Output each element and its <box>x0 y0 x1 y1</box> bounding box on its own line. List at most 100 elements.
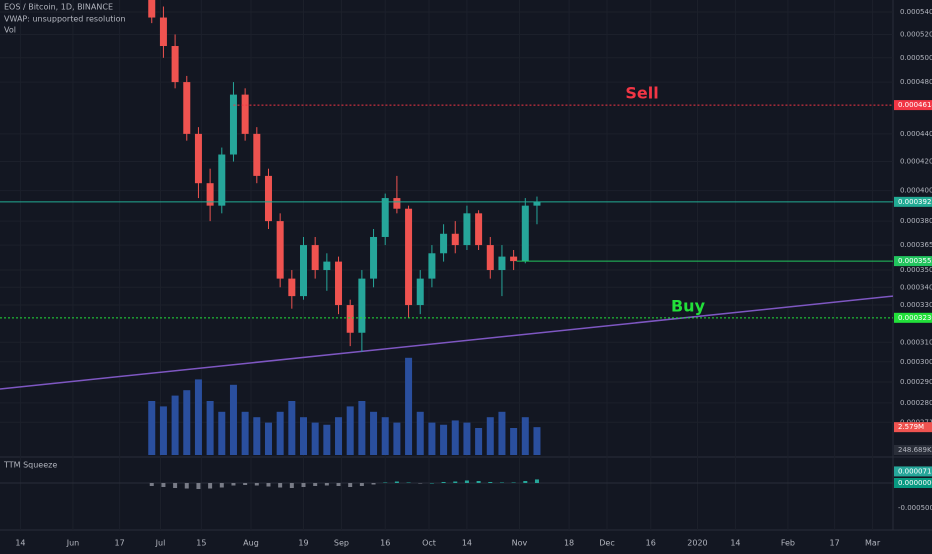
volume-bar <box>148 401 156 455</box>
candle-body <box>300 245 308 297</box>
squeeze-bar <box>243 483 248 485</box>
squeeze-bar <box>464 480 469 483</box>
price-tag <box>894 256 932 267</box>
squeeze-bar <box>429 483 434 484</box>
candle-body <box>521 205 529 262</box>
volume-tag <box>894 445 932 455</box>
volume-bar <box>276 411 284 455</box>
candle-body <box>264 175 272 222</box>
x-tick-label: Jul <box>155 539 166 548</box>
volume-bar <box>393 422 401 455</box>
squeeze-bar <box>231 483 236 486</box>
volume-bar <box>416 411 424 455</box>
x-tick-label: 14 <box>15 539 25 548</box>
squeeze-bar <box>173 483 178 488</box>
price-tag <box>894 312 932 323</box>
squeeze-bar <box>161 483 166 487</box>
volume-bar <box>440 424 448 455</box>
x-tick-label: 16 <box>646 539 656 548</box>
squeeze-bar <box>278 483 283 488</box>
squeeze-bar <box>418 483 423 484</box>
x-tick-label: 14 <box>462 539 472 548</box>
squeeze-bar <box>453 481 458 483</box>
candle-body <box>358 278 366 333</box>
trendline <box>0 295 893 390</box>
candle-body <box>311 245 319 271</box>
candle-body <box>171 46 179 83</box>
squeeze-bar <box>499 482 504 483</box>
candle-body <box>405 208 413 306</box>
price-tag-label: 0.0003230 <box>898 314 932 322</box>
candle-body <box>335 261 343 306</box>
price-tag <box>894 196 932 207</box>
volume-bar <box>463 422 471 455</box>
x-tick-label: Feb <box>781 539 795 548</box>
annotation: Buy <box>671 296 706 315</box>
candle-body <box>241 94 249 134</box>
volume-tag <box>894 422 932 433</box>
squeeze-bar <box>511 482 516 483</box>
volume-bar <box>253 417 261 455</box>
candle-body <box>451 233 459 246</box>
squeeze-bar <box>196 483 201 489</box>
volume-bar <box>358 401 366 455</box>
candle-body <box>381 198 389 237</box>
squeeze-bar <box>301 483 306 487</box>
volume-bar <box>510 428 518 455</box>
price-tag-label: 0.0000715 <box>898 467 932 475</box>
squeeze-bar <box>523 481 528 483</box>
squeeze-bar <box>371 483 376 485</box>
y2-tick-label: 248.689K <box>898 446 932 454</box>
x-tick-label: 18 <box>564 539 574 548</box>
volume-bar <box>451 420 459 455</box>
x-tick-label: Aug <box>243 539 259 548</box>
candle-body <box>218 154 226 206</box>
volume-bar <box>206 401 214 455</box>
volume-bar <box>346 406 354 455</box>
squeeze-bar <box>348 483 353 487</box>
volume-bar <box>428 422 436 455</box>
x-tick-label: Jun <box>66 539 80 548</box>
candle-body <box>229 94 237 155</box>
squeeze-bar <box>383 482 388 483</box>
price-tag <box>894 478 932 488</box>
x-tick-label: 14 <box>730 539 740 548</box>
annotation: Sell <box>625 84 658 103</box>
squeeze-bar <box>289 483 294 488</box>
x-tick-label: Nov <box>512 539 528 548</box>
squeeze-bar <box>313 483 318 486</box>
candle-body <box>346 305 354 333</box>
squeeze-bar <box>149 483 154 486</box>
volume-label: 2.579M <box>898 423 924 431</box>
y-tick-label: 0.0000000 <box>898 479 932 487</box>
volume-bar <box>498 411 506 455</box>
legend-item: Vol <box>4 26 16 35</box>
candle-body <box>206 183 214 206</box>
indicator-title: TTM Squeeze <box>3 461 57 470</box>
candle-body <box>159 17 167 47</box>
volume-bar <box>194 379 202 455</box>
squeeze-bar <box>254 483 259 486</box>
squeeze-bar <box>359 483 364 486</box>
x-tick-label: Mar <box>865 539 881 548</box>
candle-body <box>148 0 156 18</box>
x-tick-label: 17 <box>830 539 840 548</box>
candle-body <box>416 278 424 306</box>
price-tag-label: 0.0003925 <box>898 198 932 206</box>
volume-bar <box>183 390 191 455</box>
candle-body <box>510 256 518 262</box>
squeeze-bar <box>184 483 189 489</box>
